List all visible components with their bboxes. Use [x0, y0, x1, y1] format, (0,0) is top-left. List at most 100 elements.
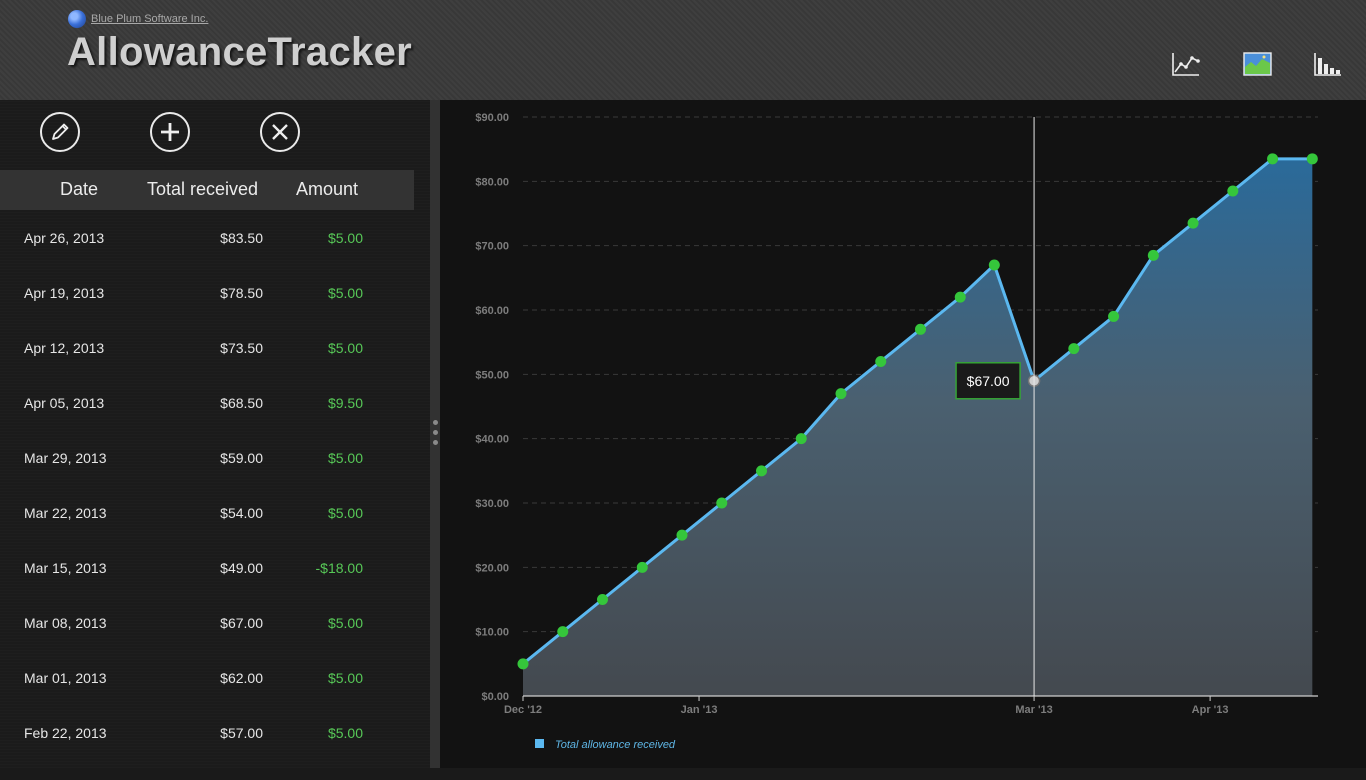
x-tick-label: Dec '12 — [504, 704, 542, 716]
column-date-header[interactable]: Date — [60, 179, 99, 199]
row-amount: -$18.00 — [315, 560, 363, 576]
row-amount: $9.50 — [327, 395, 363, 411]
data-point[interactable] — [1068, 343, 1080, 355]
row-date: Mar 08, 2013 — [24, 615, 107, 631]
data-point[interactable] — [517, 658, 529, 670]
chart-panel: $0.00 $10.00 $20.00 $30.00 $40.00 $50.00 $60.0… — [440, 100, 1366, 768]
panel-splitter[interactable] — [430, 100, 440, 768]
data-point[interactable] — [1227, 185, 1239, 197]
data-point[interactable] — [795, 433, 807, 445]
data-point[interactable] — [875, 355, 887, 367]
plus-icon — [161, 123, 179, 141]
table-row[interactable]: Feb 22, 2013 $57.00 $5.00 — [0, 725, 414, 780]
row-date: Mar 22, 2013 — [24, 505, 107, 521]
data-point[interactable] — [915, 323, 926, 335]
y-tick-label: $10.00 — [475, 627, 509, 639]
row-total: $54.00 — [220, 505, 263, 521]
legend-swatch — [535, 739, 544, 748]
row-total: $59.00 — [220, 450, 263, 466]
x-tick-label: Mar '13 — [1015, 704, 1052, 716]
data-point[interactable] — [716, 497, 728, 509]
data-point[interactable] — [557, 626, 569, 638]
app-title: AllowanceTracker — [67, 30, 412, 74]
data-point[interactable] — [835, 388, 847, 400]
tooltip-label: $67.00 — [967, 373, 1010, 389]
data-point[interactable] — [756, 465, 767, 477]
table-row[interactable]: Mar 15, 2013 $49.00 -$18.00 — [0, 560, 414, 615]
row-total: $49.00 — [220, 560, 263, 576]
table-row[interactable]: Mar 01, 2013 $62.00 $5.00 — [0, 670, 414, 725]
row-date: Apr 19, 2013 — [24, 285, 105, 301]
company-link[interactable]: Blue Plum Software Inc. — [91, 13, 209, 25]
delete-button[interactable] — [260, 112, 300, 152]
row-date: Mar 01, 2013 — [24, 670, 107, 686]
column-total-header[interactable]: Total received — [147, 179, 259, 199]
row-total: $68.50 — [220, 395, 263, 411]
x-icon — [272, 124, 288, 140]
row-date: Apr 12, 2013 — [24, 340, 105, 356]
row-amount: $5.00 — [327, 285, 363, 301]
table-header: Date Total received Amount — [0, 170, 414, 210]
bar-chart-icon — [1314, 53, 1341, 76]
row-total: $67.00 — [220, 615, 263, 631]
row-date: Apr 26, 2013 — [24, 230, 105, 246]
row-date: Mar 15, 2013 — [24, 560, 107, 576]
data-point[interactable] — [1306, 153, 1318, 165]
bar-chart-button[interactable] — [1313, 50, 1343, 78]
pencil-icon — [52, 123, 69, 140]
row-total: $73.50 — [220, 340, 263, 356]
data-point[interactable] — [954, 291, 966, 303]
line-chart-button[interactable] — [1171, 50, 1201, 78]
tooltip-box — [955, 362, 1021, 400]
table-row[interactable]: Mar 08, 2013 $67.00 $5.00 — [0, 615, 414, 670]
line-chart-icon — [1172, 53, 1200, 76]
table-row[interactable]: Apr 19, 2013 $78.50 $5.00 — [0, 285, 414, 340]
y-tick-label: $50.00 — [475, 369, 509, 381]
grip-dot — [433, 420, 438, 425]
row-amount: $5.00 — [327, 615, 363, 631]
column-amount-header[interactable]: Amount — [296, 179, 359, 199]
plum-logo-icon — [68, 10, 86, 28]
area-chart-icon — [1243, 52, 1272, 76]
row-amount: $5.00 — [327, 340, 363, 356]
data-point[interactable] — [1267, 153, 1279, 165]
legend-label[interactable]: Total allowance received — [555, 739, 676, 751]
table-row[interactable]: Mar 22, 2013 $54.00 $5.00 — [0, 505, 414, 560]
area-chart-button[interactable] — [1243, 50, 1273, 78]
data-point[interactable] — [1187, 217, 1199, 229]
table-row[interactable]: Apr 26, 2013 $83.50 $5.00 — [0, 230, 414, 285]
allowance-chart[interactable]: $0.00 $10.00 $20.00 $30.00 $40.00 $50.00 $60.0… — [440, 100, 1366, 768]
y-tick-label: $70.00 — [475, 241, 509, 253]
data-point[interactable] — [1147, 249, 1159, 261]
row-amount: $5.00 — [327, 670, 363, 686]
row-total: $83.50 — [220, 230, 263, 246]
table-row[interactable]: Mar 29, 2013 $59.00 $5.00 — [0, 450, 414, 505]
data-point[interactable] — [676, 529, 688, 541]
table-row[interactable]: Apr 05, 2013 $68.50 $9.50 — [0, 395, 414, 450]
row-amount: $5.00 — [327, 450, 363, 466]
add-button[interactable] — [150, 112, 190, 152]
company-brand[interactable]: Blue Plum Software Inc. — [68, 10, 208, 28]
data-point[interactable] — [988, 259, 1000, 271]
table-row[interactable]: Apr 12, 2013 $73.50 $5.00 — [0, 340, 414, 395]
row-date: Mar 29, 2013 — [24, 450, 107, 466]
entries-panel — [0, 100, 430, 768]
row-total: $62.00 — [220, 670, 263, 686]
edit-button[interactable] — [40, 112, 80, 152]
series-area — [523, 158, 1313, 697]
row-amount: $5.00 — [327, 725, 363, 741]
data-point[interactable] — [1108, 310, 1120, 322]
grip-dot — [433, 440, 438, 445]
x-tick-label: Jan '13 — [681, 704, 718, 716]
y-tick-label: $40.00 — [475, 434, 509, 446]
row-amount: $5.00 — [327, 230, 363, 246]
y-tick-label: $0.00 — [481, 691, 509, 703]
app-header: Blue Plum Software Inc. AllowanceTracker — [0, 0, 1366, 100]
y-tick-label: $30.00 — [475, 498, 509, 510]
data-point[interactable] — [636, 561, 648, 573]
y-tick-label: $80.00 — [475, 176, 509, 188]
row-date: Apr 05, 2013 — [24, 395, 105, 411]
data-point[interactable] — [597, 594, 608, 605]
y-tick-label: $90.00 — [475, 112, 509, 124]
grip-dot — [433, 430, 438, 435]
